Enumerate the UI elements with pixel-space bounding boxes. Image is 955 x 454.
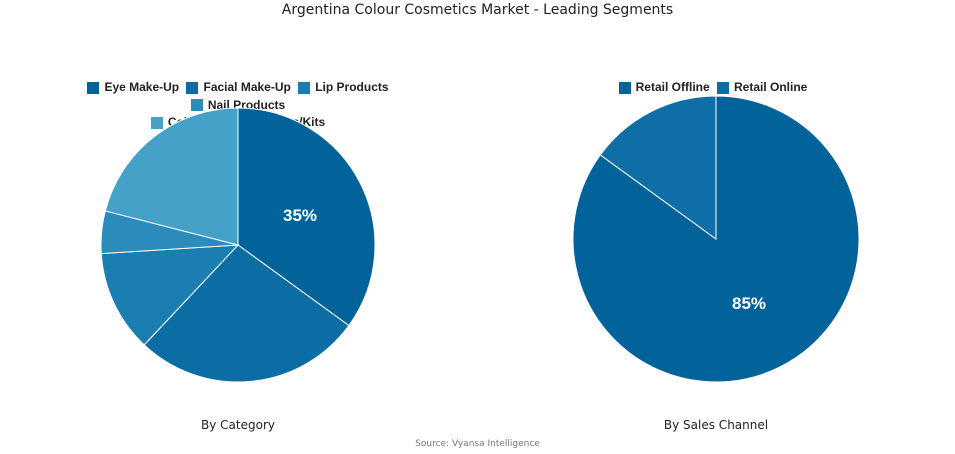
caption-category: By Category [201,418,275,432]
caption-sales-channel: By Sales Channel [663,418,769,432]
pie-slice-lip-products [100,244,240,346]
slice-label-eye-make-up: 35% [283,206,317,225]
legend-item-eye-make-up: Eye Make-Up [87,80,179,95]
legend-item-retail-offline: Retail Offline [618,80,710,95]
pie-slice-retail-online [599,95,717,240]
slice-label-retail-offline: 85% [732,294,766,313]
legend-swatch [150,116,163,129]
legend-item-facial-make-up: Facial Make-Up [186,80,291,95]
pie-slice-retail-offline [572,95,860,383]
pie-category [100,107,376,383]
legend-swatch [298,81,311,94]
legend-swatch [190,99,203,111]
legend-item-lip-products: Lip Products [298,80,389,95]
legend-swatch [87,81,100,94]
legend-item-retail-online: Retail Online [717,80,807,95]
chart-title: Argentina Colour Cosmetics Market - Lead… [281,2,674,18]
source-note: Source: Vyansa Intelligence [415,439,540,449]
legend-swatch [186,81,199,94]
legend-sales-channel: Retail Offline Retail Online [600,80,830,98]
pie-slice-facial-make-up [143,244,350,383]
legend-swatch [717,81,729,94]
pie-slice-colour-cosmetics-sets-kits [104,107,239,246]
pie-sales-channel [572,95,860,383]
pie-slice-eye-make-up [237,107,376,327]
legend-swatch [618,81,631,94]
